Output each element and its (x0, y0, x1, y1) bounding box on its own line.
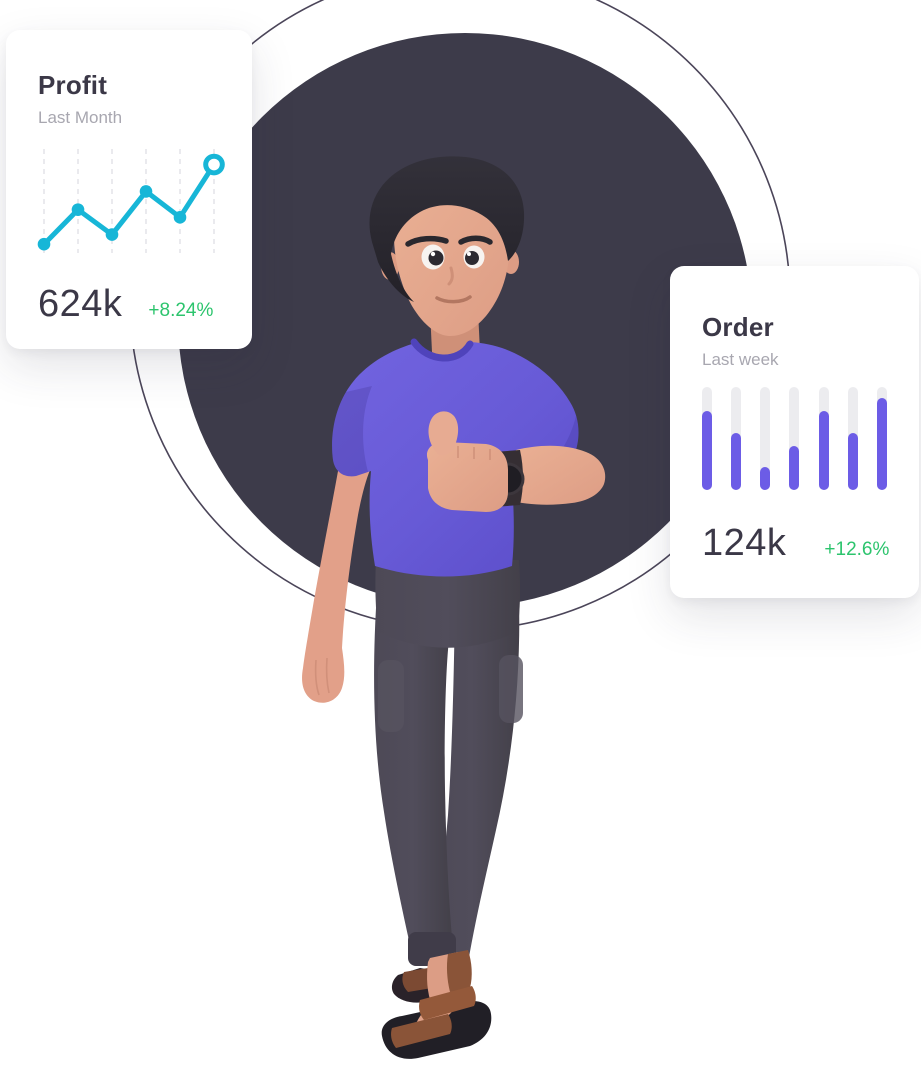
order-card: Order Last week 124k +12.6% (670, 266, 919, 598)
character-face (394, 182, 510, 336)
character-front-leg (374, 608, 452, 945)
order-bar-chart (702, 387, 887, 490)
right-eye-glint (467, 252, 471, 256)
character-forearm (508, 445, 606, 505)
sandal-mid-strap (419, 986, 476, 1020)
bar-track (847, 387, 858, 490)
cargo-pocket-left (378, 660, 404, 732)
shirt-collar (410, 338, 474, 362)
character-left-arm (302, 460, 370, 703)
character-hips (375, 560, 521, 648)
left-hand-finger-lines (314, 657, 330, 696)
profit-value: 624k (38, 283, 123, 325)
line-series (41, 162, 217, 247)
shirt-left-shading (332, 386, 372, 477)
nose (447, 266, 454, 286)
character-hair (369, 156, 525, 302)
bar-fill (876, 398, 887, 490)
eyebrows (405, 235, 493, 247)
order-change-badge: +12.6% (824, 539, 890, 560)
profit-change-badge: +8.24% (148, 300, 214, 321)
cargo-pocket-right (499, 655, 523, 723)
data-point (71, 203, 85, 216)
data-point-last (203, 153, 225, 176)
profit-card-subtitle: Last Month (38, 108, 123, 127)
character (302, 156, 606, 1059)
mouth (435, 295, 472, 304)
order-card-subtitle: Last week (702, 350, 779, 369)
profit-line-chart (37, 149, 225, 253)
fist-finger-lines (457, 446, 491, 460)
sandal-ankle-strap (446, 950, 472, 992)
order-value: 124k (702, 522, 787, 564)
right-pupil (465, 251, 479, 265)
profit-card: Profit Last Month 624k +8.24% (6, 30, 252, 349)
data-point (37, 237, 51, 251)
bar-track (731, 387, 742, 490)
sandal-toe-strap (391, 1014, 452, 1048)
thumb-up (428, 411, 459, 456)
order-value-row: 124k +12.6% (702, 522, 890, 565)
bar-track (876, 387, 887, 490)
bar-fill (731, 433, 742, 490)
bar-fill (789, 445, 800, 490)
profit-card-title: Profit (38, 70, 108, 100)
bar-track (818, 387, 829, 490)
thumbs-up-fist (426, 442, 508, 512)
left-eye-glint (430, 251, 436, 257)
profit-value-row: 624k +8.24% (38, 283, 220, 326)
bar-fill (760, 467, 771, 490)
data-point (105, 228, 119, 241)
bar-fill (847, 433, 858, 490)
bar-fill (702, 410, 712, 490)
bar-track (789, 387, 800, 490)
bar-track (760, 387, 771, 490)
left-pupil (428, 250, 444, 266)
data-point (173, 211, 187, 224)
bar-track (702, 387, 712, 490)
data-point (139, 185, 153, 198)
bar-fill (818, 410, 829, 490)
order-card-title: Order (702, 312, 774, 342)
